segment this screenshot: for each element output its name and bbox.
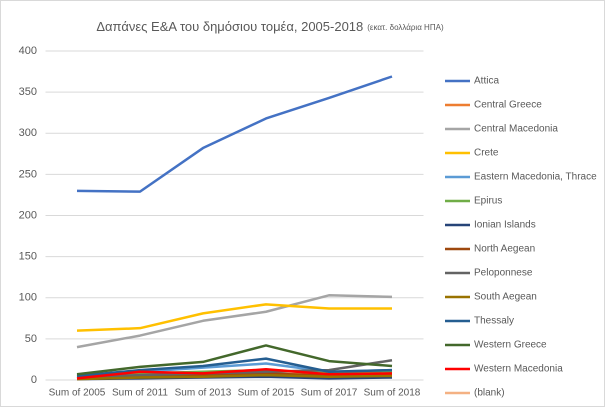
y-tick-label: 100	[19, 292, 37, 304]
legend-label: Crete	[474, 148, 499, 159]
series-line	[76, 373, 393, 381]
series-line	[76, 294, 393, 349]
legend-label: Thessaly	[474, 316, 514, 327]
y-tick-label: 300	[19, 127, 37, 139]
y-tick-label: 0	[31, 374, 37, 386]
legend-label: Epirus	[474, 196, 502, 207]
x-tick-label: Sum of 2005	[49, 388, 106, 399]
series-line	[76, 75, 393, 193]
legend-label: Western Greece	[474, 340, 547, 351]
series-line	[76, 303, 392, 332]
series-line	[76, 357, 393, 378]
y-tick-label: 200	[19, 209, 37, 221]
legend-label: (blank)	[474, 388, 505, 399]
series-line	[76, 368, 393, 380]
y-tick-label: 250	[19, 168, 37, 180]
legend-label: Western Macedonia	[474, 364, 563, 375]
x-tick-label: Sum of 2017	[301, 388, 358, 399]
x-tick-label: Sum of 2015	[238, 388, 295, 399]
legend-label: Peloponnese	[474, 268, 533, 279]
legend-label: Ionian Islands	[474, 220, 536, 231]
legend-label: Attica	[474, 76, 499, 87]
legend-label: North Aegean	[474, 244, 535, 255]
title-note: (εκατ. δολλάρια ΗΠΑ)	[367, 23, 444, 32]
title-main: Δαπάνες Ε&Α του δημόσιου τομέα, 2005-201…	[96, 19, 363, 34]
legend-label: Central Greece	[474, 100, 542, 111]
chart-title: Δαπάνες Ε&Α του δημόσιου τομέα, 2005-201…	[96, 19, 444, 34]
y-tick-label: 50	[25, 333, 37, 345]
x-tick-label: Sum of 2013	[175, 388, 232, 399]
y-tick-label: 150	[19, 251, 37, 263]
y-tick-label: 400	[19, 45, 37, 57]
legend-label: Eastern Macedonia, Thrace	[474, 172, 597, 183]
legend-label: South Aegean	[474, 292, 537, 303]
y-tick-label: 350	[19, 86, 37, 98]
x-tick-label: Sum of 2011	[112, 388, 168, 399]
legend-label: Central Macedonia	[474, 124, 558, 135]
x-tick-label: Sum of 2018	[364, 388, 421, 399]
series-line	[76, 344, 393, 376]
